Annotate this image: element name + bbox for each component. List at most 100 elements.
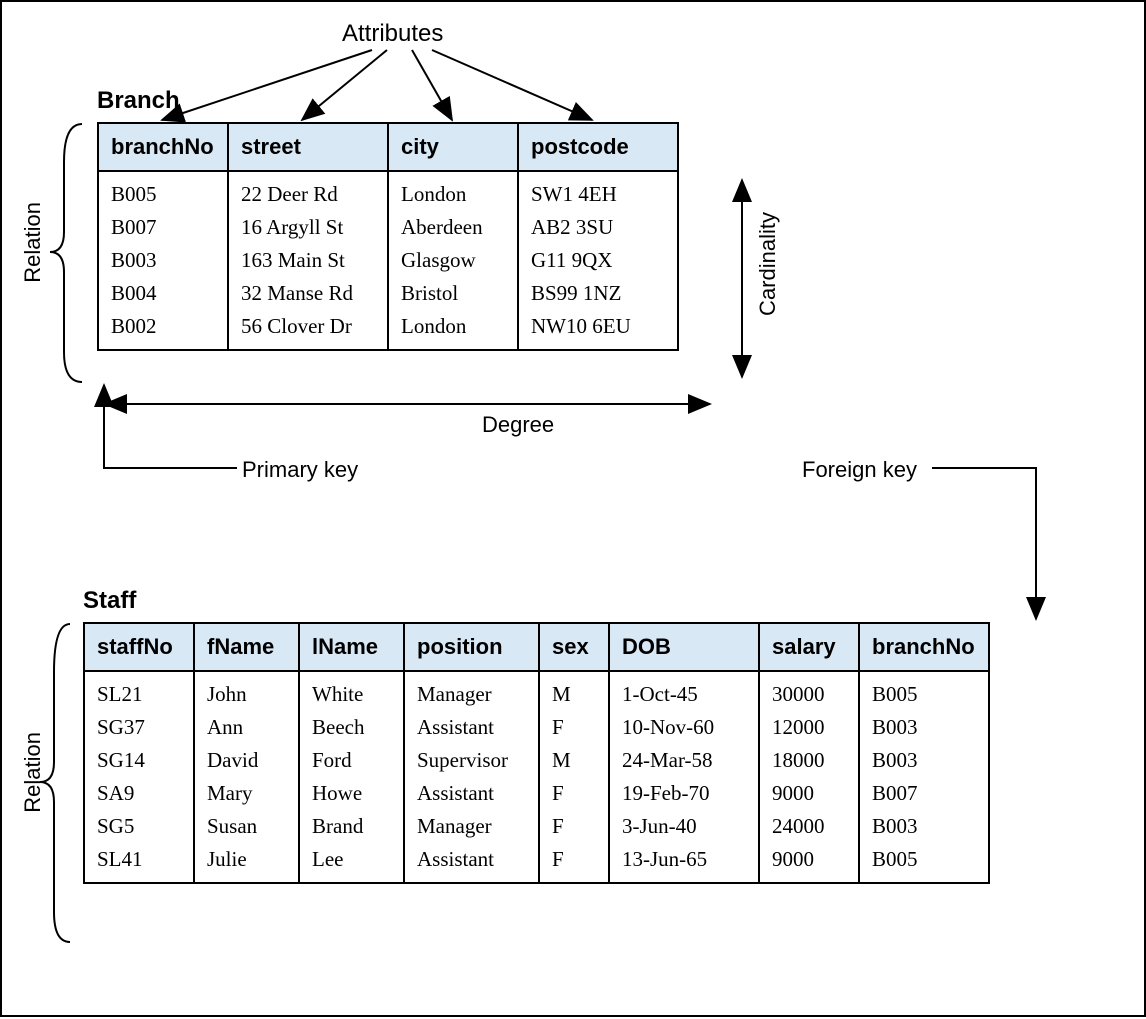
table-cell: Ann [194,711,299,744]
table-cell: 9000 [759,843,859,883]
table-row: SL21JohnWhiteManagerM1-Oct-4530000B005 [84,671,989,711]
table-cell: NW10 6EU [518,310,678,350]
table-cell: B005 [859,843,989,883]
table-row: SG37AnnBeechAssistantF10-Nov-6012000B003 [84,711,989,744]
staff-col-branchNo: branchNo [859,623,989,671]
foreign-key-label: Foreign key [802,457,917,483]
table-cell: F [539,777,609,810]
table-cell: 13-Jun-65 [609,843,759,883]
branch-col-branchNo: branchNo [98,123,228,171]
table-cell: AB2 3SU [518,211,678,244]
table-cell: B007 [98,211,228,244]
staff-col-salary: salary [759,623,859,671]
branch-title: Branch [97,87,180,115]
table-row: SL41JulieLeeAssistantF13-Jun-65 9000B005 [84,843,989,883]
table-cell: 16 Argyll St [228,211,388,244]
table-cell: Assistant [404,843,539,883]
table-row: B00432 Manse RdBristolBS99 1NZ [98,277,678,310]
table-cell: 19-Feb-70 [609,777,759,810]
table-cell: B007 [859,777,989,810]
branch-table: branchNostreetcitypostcode B00522 Deer R… [97,122,679,351]
table-cell: B003 [859,711,989,744]
table-cell: SL21 [84,671,194,711]
table-cell: 163 Main St [228,244,388,277]
table-cell: Supervisor [404,744,539,777]
table-cell: Glasgow [388,244,518,277]
table-cell: G11 9QX [518,244,678,277]
relational-model-diagram: Attributes Branch branchNostreetcitypost… [2,2,1144,1015]
table-cell: Julie [194,843,299,883]
table-cell: 18000 [759,744,859,777]
table-row: B00716 Argyll StAberdeenAB2 3SU [98,211,678,244]
table-cell: John [194,671,299,711]
table-cell: B005 [98,171,228,211]
staff-table: staffNofNamelNamepositionsexDOBsalarybra… [83,622,990,884]
table-cell: SG14 [84,744,194,777]
table-cell: London [388,171,518,211]
table-cell: Susan [194,810,299,843]
table-cell: Lee [299,843,404,883]
table-cell: Howe [299,777,404,810]
table-cell: Brand [299,810,404,843]
branch-col-street: street [228,123,388,171]
table-cell: 3-Jun-40 [609,810,759,843]
table-cell: 9000 [759,777,859,810]
attributes-label: Attributes [342,20,443,48]
table-cell: B005 [859,671,989,711]
table-cell: F [539,810,609,843]
table-cell: F [539,711,609,744]
table-cell: SA9 [84,777,194,810]
staff-col-DOB: DOB [609,623,759,671]
degree-label: Degree [482,412,554,438]
table-cell: 24-Mar-58 [609,744,759,777]
cardinality-label: Cardinality [755,212,781,316]
branch-col-postcode: postcode [518,123,678,171]
table-cell: Manager [404,671,539,711]
table-cell: Manager [404,810,539,843]
table-cell: SG37 [84,711,194,744]
table-row: B003163 Main StGlasgowG11 9QX [98,244,678,277]
table-cell: 56 Clover Dr [228,310,388,350]
table-cell: BS99 1NZ [518,277,678,310]
table-cell: Beech [299,711,404,744]
table-cell: B003 [859,744,989,777]
table-cell: Assistant [404,777,539,810]
staff-title: Staff [83,587,136,615]
table-cell: 22 Deer Rd [228,171,388,211]
table-cell: David [194,744,299,777]
relation-label-staff: Relation [20,732,46,813]
table-row: B00522 Deer RdLondonSW1 4EH [98,171,678,211]
table-cell: M [539,744,609,777]
branch-col-city: city [388,123,518,171]
table-cell: Assistant [404,711,539,744]
staff-col-staffNo: staffNo [84,623,194,671]
table-row: B00256 Clover DrLondonNW10 6EU [98,310,678,350]
table-cell: Mary [194,777,299,810]
table-cell: 24000 [759,810,859,843]
table-cell: 30000 [759,671,859,711]
table-cell: B004 [98,277,228,310]
table-cell: Bristol [388,277,518,310]
table-cell: M [539,671,609,711]
staff-col-sex: sex [539,623,609,671]
table-row: SA9MaryHoweAssistantF19-Feb-70 9000B007 [84,777,989,810]
primary-key-label: Primary key [242,457,358,483]
table-cell: B003 [859,810,989,843]
table-cell: SL41 [84,843,194,883]
table-cell: Ford [299,744,404,777]
table-cell: SW1 4EH [518,171,678,211]
table-cell: B003 [98,244,228,277]
staff-col-position: position [404,623,539,671]
table-cell: B002 [98,310,228,350]
table-row: SG5SusanBrandManagerF3-Jun-4024000B003 [84,810,989,843]
table-cell: 32 Manse Rd [228,277,388,310]
relation-label-branch: Relation [20,202,46,283]
staff-col-fName: fName [194,623,299,671]
staff-col-lName: lName [299,623,404,671]
table-cell: 10-Nov-60 [609,711,759,744]
table-cell: Aberdeen [388,211,518,244]
table-cell: 1-Oct-45 [609,671,759,711]
table-cell: White [299,671,404,711]
table-cell: 12000 [759,711,859,744]
table-cell: SG5 [84,810,194,843]
